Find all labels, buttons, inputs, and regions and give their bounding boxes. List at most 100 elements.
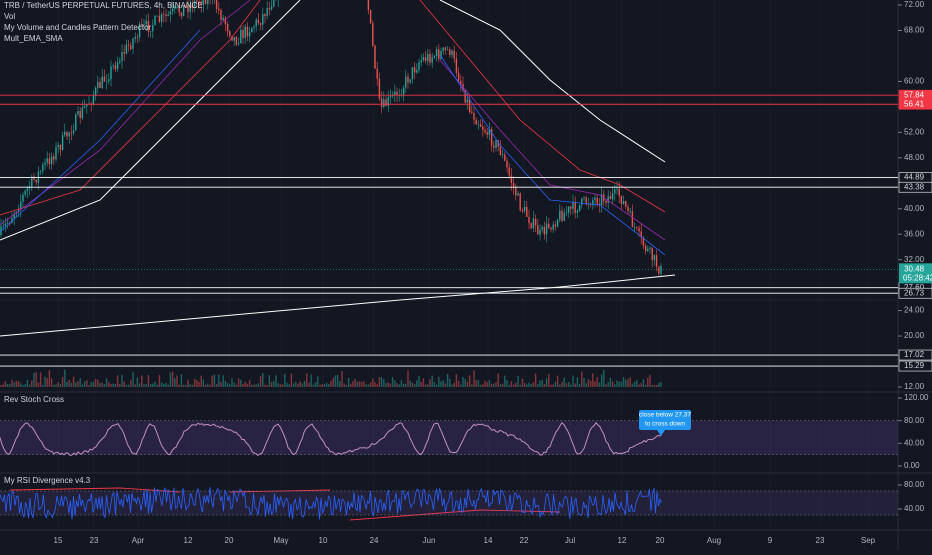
volume-bar <box>372 379 373 387</box>
volume-bar <box>445 383 446 387</box>
volume-bar <box>201 376 202 387</box>
candle-body <box>511 175 512 183</box>
volume-bar <box>566 383 567 387</box>
candle-body <box>117 63 118 70</box>
volume-bar <box>7 384 8 387</box>
candle-body <box>476 120 477 125</box>
volume-bar <box>412 383 413 387</box>
volume-bar <box>491 384 492 387</box>
y-tick-label: 120.00 <box>904 393 929 402</box>
volume-bar <box>297 384 298 387</box>
volume-bar <box>271 382 272 387</box>
volume-bar <box>284 374 285 387</box>
candle-body <box>60 145 61 150</box>
candle-body <box>119 61 120 63</box>
candle-body <box>234 37 235 40</box>
volume-bar <box>440 381 441 387</box>
volume-bar <box>141 375 142 387</box>
volume-bar <box>253 385 254 387</box>
volume-bar <box>278 383 279 387</box>
volume-bar <box>319 385 320 387</box>
candle-body <box>368 0 369 10</box>
volume-bar <box>174 378 175 387</box>
volume-bar <box>638 385 639 387</box>
candle-body <box>502 154 503 155</box>
volume-bar <box>456 374 457 387</box>
candle-body <box>605 201 606 203</box>
volume-bar <box>590 381 591 387</box>
x-tick-label: Aug <box>707 536 721 545</box>
volume-bar <box>509 385 510 387</box>
candle-body <box>526 207 527 217</box>
candle-body <box>645 246 646 251</box>
volume-bar <box>471 384 472 387</box>
volume-bar <box>647 378 648 387</box>
volume-bar <box>568 382 569 387</box>
volume-bar <box>407 370 408 387</box>
volume-bar <box>62 377 63 387</box>
candle-body <box>7 223 8 224</box>
volume-bar <box>588 379 589 387</box>
volume-bar <box>132 372 133 387</box>
volume-bar <box>117 375 118 387</box>
volume-bar <box>165 383 166 387</box>
volume-bar <box>146 384 147 387</box>
x-tick-label: 22 <box>520 536 529 545</box>
volume-bar <box>267 385 268 387</box>
candle-body <box>575 202 576 213</box>
volume-bar <box>69 380 70 387</box>
volume-bar <box>421 382 422 387</box>
volume-bar <box>390 384 391 387</box>
volume-bar <box>603 370 604 387</box>
candle-body <box>581 198 582 204</box>
volume-bar <box>97 380 98 387</box>
candle-body <box>84 106 85 107</box>
volume-bar <box>357 382 358 387</box>
candle-body <box>77 111 78 114</box>
volume-bar <box>542 380 543 387</box>
volume-bar <box>619 382 620 387</box>
indicator-name: Vol <box>4 12 15 21</box>
volume-bar <box>119 384 120 387</box>
volume-bar <box>341 371 342 387</box>
volume-bar <box>575 383 576 387</box>
volume-bar <box>643 379 644 387</box>
volume-bar <box>623 377 624 387</box>
candle-body <box>223 18 224 20</box>
volume-bar <box>163 384 164 387</box>
volume-bar <box>416 380 417 387</box>
volume-bar <box>234 382 235 387</box>
volume-bar <box>157 385 158 387</box>
candle-body <box>55 147 56 160</box>
volume-bar <box>80 378 81 387</box>
candle-body <box>438 49 439 59</box>
candle-body <box>447 49 448 50</box>
volume-bar <box>315 382 316 387</box>
volume-bar <box>465 379 466 387</box>
volume-bar <box>458 381 459 387</box>
volume-bar <box>181 374 182 387</box>
volume-bar <box>656 385 657 387</box>
volume-bar <box>198 382 199 387</box>
volume-bar <box>176 376 177 387</box>
candle-body <box>385 99 386 106</box>
candle-body <box>403 88 404 95</box>
volume-bar <box>227 383 228 387</box>
annotation-text: to cross down <box>645 421 685 428</box>
candle-body <box>522 210 523 211</box>
volume-bar <box>209 385 210 387</box>
volume-bar <box>443 380 444 387</box>
candle-body <box>128 44 129 45</box>
candle-body <box>610 196 611 199</box>
candle-body <box>106 81 107 82</box>
candle-body <box>594 198 595 200</box>
candle-body <box>108 79 109 81</box>
candle-body <box>95 88 96 96</box>
candle-body <box>443 47 444 50</box>
countdown-label: 05:28:42 <box>903 273 932 282</box>
x-tick-label: 14 <box>484 536 493 545</box>
x-tick-label: 12 <box>618 536 627 545</box>
volume-bar <box>502 384 503 387</box>
candle-body <box>99 82 100 88</box>
candle-body <box>423 57 424 60</box>
